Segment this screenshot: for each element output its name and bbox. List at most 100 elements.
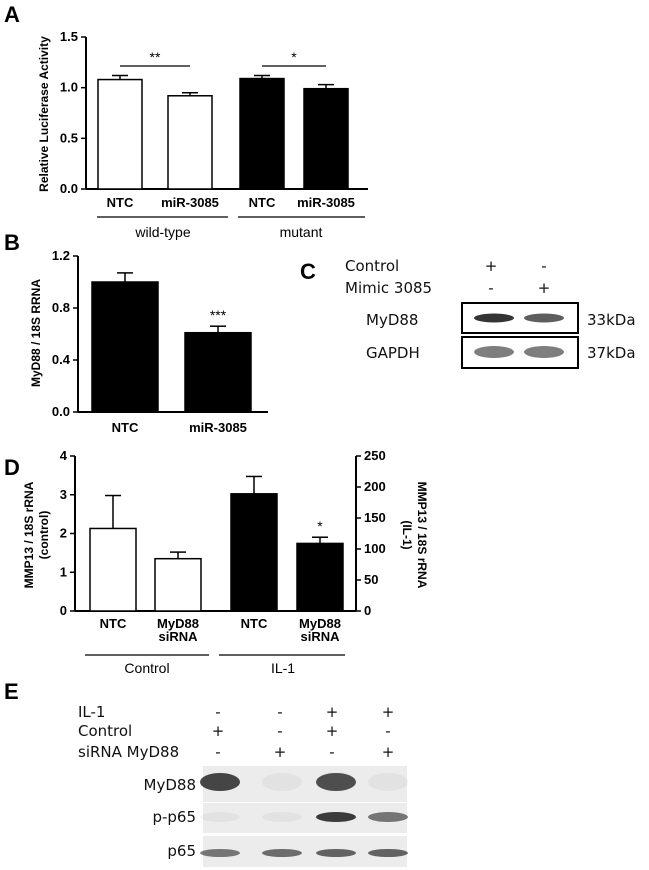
blot-c-label-gapdh: GAPDH: [366, 344, 420, 362]
d-category-label: MyD88: [157, 616, 199, 631]
d-0-bar: [89, 527, 137, 612]
d-yl-tick-label: 2: [60, 526, 67, 541]
panel-b: B MyD88 / 18S RRNA 0.0 0.4 0.8 1.2 NTC *** miR…: [4, 230, 268, 435]
b-category-label: miR-3085: [189, 420, 247, 435]
e-mark-r2-l3: +: [326, 722, 339, 740]
e-mark-r2-l2: -: [277, 722, 282, 740]
a-1-bar: [167, 95, 213, 190]
e-myd88-lane2-band: [262, 773, 302, 791]
blot-c-mark-1-1: +: [485, 257, 498, 275]
a-y-tick-label: 1.5: [60, 29, 78, 44]
e-myd88-lane4-band: [368, 773, 408, 791]
a-category-label: miR-3085: [297, 195, 355, 210]
b-0-bar: [91, 281, 159, 413]
blot-e-label-pp65: p-p65: [152, 808, 196, 826]
a-sig-label-1: **: [150, 49, 161, 65]
d-1-bar: [154, 557, 202, 612]
d-category-label: siRNA: [158, 629, 198, 644]
panel-d-group-label-1: Control: [124, 660, 169, 676]
b-y-tick-label: 1.2: [52, 248, 70, 263]
a-y-tick-label: 1.0: [60, 80, 78, 95]
a-y-tick-label: 0.5: [60, 130, 78, 145]
d-yr-tick-label: 150: [364, 510, 386, 525]
panel-d-ylabel-left-2: (control): [37, 511, 51, 560]
e-p-p65-lane1-band: [200, 812, 240, 822]
d-yr-tick-label: 200: [364, 479, 386, 494]
panel-d: D MMP13 / 18S rRNA (control) MMP13 / 18S…: [4, 448, 429, 676]
e-myd88-lane3-band: [316, 773, 356, 791]
panel-e-letter: E: [4, 679, 19, 704]
d-category-label: NTC: [100, 616, 127, 631]
d-category-label: NTC: [241, 616, 268, 631]
e-mark-r2-l1: +: [212, 722, 225, 740]
d-2-bar: [230, 493, 278, 612]
a-category-label: NTC: [107, 195, 134, 210]
e-p65-lane2-band: [262, 849, 302, 857]
d-yl-tick-label: 0: [60, 603, 67, 618]
a-category-label: miR-3085: [161, 195, 219, 210]
b-1-bar: [184, 331, 252, 413]
c-myd88-lane1-band: [474, 313, 514, 323]
a-0-bar: [97, 78, 143, 190]
e-p65-lane4-band: [368, 849, 408, 857]
b-y-tick-label: 0.4: [52, 352, 71, 367]
c-myd88-lane2-band: [524, 313, 564, 323]
d-yl-tick-label: 3: [60, 487, 67, 502]
panel-d-ylabel-right-1: MMP13 / 18S rRNA: [415, 482, 429, 589]
e-mark-r3-l3: -: [329, 743, 334, 761]
e-mark-r3-l1: -: [215, 743, 220, 761]
panel-a: A Relative Luciferase Activity 0.0 0.5 1.0…: [4, 2, 368, 240]
e-p-p65-lane4-band: [368, 812, 408, 822]
blot-c-mark-2-2: +: [538, 279, 551, 297]
panel-b-letter: B: [4, 230, 20, 255]
e-p65-lane3-band: [316, 849, 356, 857]
blot-c-size-myd88: 33kDa: [587, 311, 636, 329]
c-gapdh-lane1-band: [474, 346, 514, 358]
e-p-p65-lane2-band: [262, 812, 302, 822]
e-mark-r2-l4: -: [385, 722, 390, 740]
panel-d-letter: D: [4, 455, 20, 480]
panel-e: E IL-1 Control siRNA MyD88 - - + ++ - + -- + - + …: [4, 679, 408, 867]
d-category-label: siRNA: [300, 629, 340, 644]
e-mark-r3-l2: +: [274, 743, 287, 761]
panel-a-group-label-2: mutant: [280, 224, 323, 240]
e-myd88-lane1-band: [200, 773, 240, 791]
d-category-label: MyD88: [299, 616, 341, 631]
d-yr-tick-label: 50: [364, 572, 378, 587]
d-yr-tick-label: 250: [364, 448, 386, 463]
blot-c-row-mimic: Mimic 3085: [345, 279, 432, 297]
panel-a-group-label-1: wild-type: [134, 224, 190, 240]
blot-e-row-control: Control: [78, 722, 132, 740]
panel-d-group-label-2: IL-1: [271, 660, 295, 676]
panel-b-chart: 0.0 0.4 0.8 1.2 NTC *** miR-3085: [52, 248, 268, 435]
blot-c-label-myd88: MyD88: [366, 311, 418, 329]
blot-e-row-il1: IL-1: [78, 703, 105, 721]
blot-c-mark-2-1: -: [541, 257, 546, 275]
b-1-significance: ***: [210, 307, 227, 323]
blot-e-label-myd88: MyD88: [144, 776, 196, 794]
d-yr-tick-label: 100: [364, 541, 386, 556]
panel-d-ylabel-right-2: (IL-1): [400, 520, 414, 549]
d-3-bar: [296, 542, 344, 612]
e-mark-r3-l4: +: [382, 743, 395, 761]
panel-a-ylabel: Relative Luciferase Activity: [37, 36, 51, 192]
b-category-label: NTC: [112, 420, 139, 435]
blot-c-row-control: Control: [345, 257, 399, 275]
b-y-tick-label: 0.0: [52, 404, 70, 419]
blot-e-bands: [200, 766, 408, 867]
e-mark-r1-l3: +: [326, 703, 339, 721]
panel-a-letter: A: [4, 2, 20, 27]
blot-e-row-sirna: siRNA MyD88: [78, 743, 179, 761]
a-sig-label-2: *: [291, 49, 297, 65]
e-mark-r1-l1: -: [215, 703, 220, 721]
d-yl-tick-label: 4: [60, 448, 68, 463]
d-3-significance: *: [317, 518, 323, 534]
d-yr-tick-label: 0: [364, 603, 371, 618]
panel-d-ylabel-left-1: MMP13 / 18S rRNA: [22, 481, 36, 588]
a-2-bar: [239, 77, 285, 190]
a-3-bar: [303, 87, 349, 190]
d-yl-tick-label: 1: [60, 564, 67, 579]
